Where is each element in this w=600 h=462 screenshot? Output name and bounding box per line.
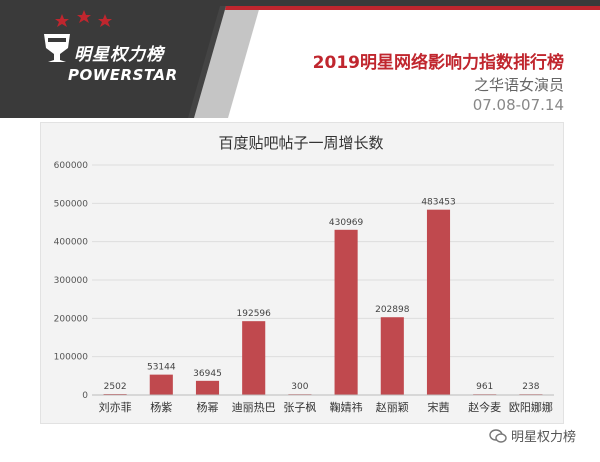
data-label: 238 xyxy=(522,382,539,392)
header-banner: 明星权力榜 POWERSTAR 2019明星网络影响力指数排行榜 之华语女演员 … xyxy=(0,0,600,118)
data-label: 483453 xyxy=(421,198,455,208)
x-tick-label: 刘亦菲 xyxy=(99,400,132,414)
x-tick-label: 杨紫 xyxy=(150,400,172,414)
date-range: 07.08-07.14 xyxy=(472,96,564,114)
star-icon xyxy=(55,10,112,27)
y-tick-label: 0 xyxy=(82,391,88,401)
chart-title: 百度贴吧帖子一周增长数 xyxy=(218,134,383,152)
bar xyxy=(195,380,220,395)
y-tick-label: 300000 xyxy=(54,276,89,286)
x-tick-label: 宋茜 xyxy=(428,400,450,414)
y-tick-label: 600000 xyxy=(54,161,89,171)
x-tick-label: 鞠婧祎 xyxy=(330,400,363,414)
x-tick-label: 张子枫 xyxy=(283,400,316,414)
x-tick-label: 欧阳娜娜 xyxy=(509,400,553,414)
bar-chart: 百度贴吧帖子一周增长数 0 100000 200000 300000 400000 5000… xyxy=(54,134,554,414)
wechat-icon xyxy=(489,428,507,447)
trophy-icon xyxy=(44,34,70,62)
bar xyxy=(242,321,266,395)
data-label: 430969 xyxy=(329,218,364,228)
chart-panel xyxy=(40,122,564,424)
data-label: 961 xyxy=(476,382,493,392)
header-graphics xyxy=(0,0,600,118)
bar xyxy=(149,374,173,395)
y-tick-label: 400000 xyxy=(54,238,89,248)
y-tick-label: 100000 xyxy=(54,353,89,363)
x-tick-label: 赵今麦 xyxy=(468,400,501,414)
data-label: 53144 xyxy=(147,363,176,373)
watermark: 明星权力榜 xyxy=(489,426,576,447)
bar xyxy=(380,317,404,395)
x-tick-label: 迪丽热巴 xyxy=(232,401,276,414)
data-label: 300 xyxy=(291,382,308,392)
data-label: 202898 xyxy=(375,305,410,315)
page-title: 2019明星网络影响力指数排行榜 xyxy=(312,53,564,73)
data-label: 36945 xyxy=(193,369,222,379)
y-tick-label: 200000 xyxy=(54,314,89,324)
x-tick-label: 杨幂 xyxy=(197,400,219,414)
data-label: 2502 xyxy=(104,382,127,392)
watermark-text: 明星权力榜 xyxy=(510,430,576,445)
logo-en: POWERSTAR xyxy=(68,66,178,84)
bar xyxy=(334,229,358,395)
x-tick-label: 赵丽颖 xyxy=(376,400,409,414)
y-tick-label: 500000 xyxy=(54,199,89,209)
page-subtitle: 之华语女演员 xyxy=(473,76,564,94)
data-label: 192596 xyxy=(237,309,272,319)
logo-cn: 明星权力榜 xyxy=(74,45,164,65)
bar xyxy=(426,209,451,395)
